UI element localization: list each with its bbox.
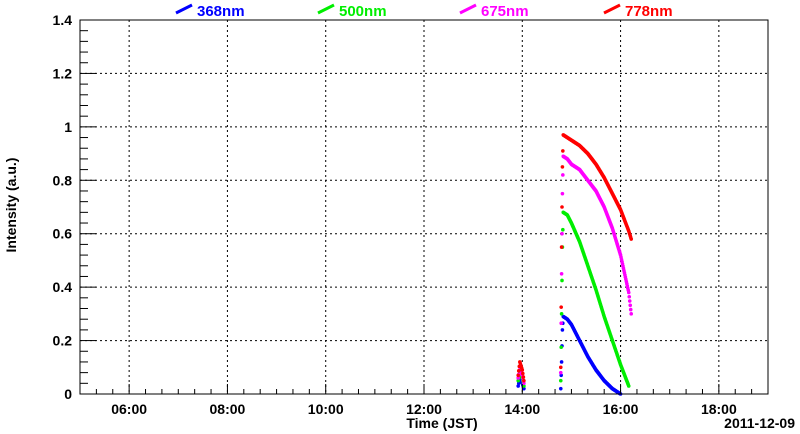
data-point (559, 271, 564, 276)
x-axis-title: Time (JST) (406, 415, 477, 431)
data-point (521, 371, 525, 376)
legend-label: 368nm (197, 3, 245, 20)
date-label: 2011-12-09 (724, 415, 795, 431)
x-tick-label: 12:00 (406, 401, 442, 417)
data-point (629, 237, 634, 241)
data-point (558, 378, 563, 383)
data-point (559, 373, 563, 378)
legend-swatch (317, 3, 335, 15)
data-point (561, 173, 565, 177)
data-point (560, 328, 565, 332)
legend: 368nm 500nm 675nm 778nm (175, 3, 673, 20)
legend-label: 500nm (339, 3, 387, 20)
y-tick-label: 0.4 (53, 279, 73, 295)
data-point (628, 303, 633, 308)
grid (80, 19, 768, 394)
data-point (561, 149, 565, 153)
data-point (516, 376, 520, 380)
data-point (626, 384, 631, 388)
legend-swatch (459, 3, 477, 15)
x-tick-label: 16:00 (603, 401, 639, 417)
data-point (560, 191, 565, 196)
x-tick-label: 08:00 (210, 401, 246, 417)
data-point (629, 312, 634, 316)
data-point (522, 386, 526, 391)
data-point (627, 294, 632, 299)
legend-swatch (175, 3, 193, 15)
data-point (560, 231, 564, 236)
series-778nm (516, 133, 634, 383)
data-point (516, 369, 521, 373)
data-point (559, 245, 564, 249)
data-point (560, 165, 565, 169)
y-tick-label: 0.8 (53, 172, 73, 188)
legend-swatch (603, 3, 621, 15)
y-tick-label: 0.2 (53, 333, 73, 349)
data-point (516, 373, 520, 378)
x-tick-label: 14:00 (504, 401, 540, 417)
data-point (628, 307, 633, 312)
data-point (559, 321, 563, 326)
data-point (521, 375, 526, 379)
y-tick-label: 1.4 (53, 12, 73, 28)
data-point (516, 378, 520, 383)
data-points (516, 133, 634, 396)
data-point (560, 205, 564, 209)
data-point (626, 290, 631, 295)
series-675nm (516, 154, 634, 386)
y-axis-title: Intensity (a.u.) (3, 158, 19, 253)
y-tick-label: 0.6 (53, 226, 73, 242)
y-tick-label: 0 (64, 386, 72, 402)
y-tick-label: 1 (64, 119, 72, 135)
x-tick-label: 06:00 (111, 401, 147, 417)
y-tick-label: 1.2 (53, 65, 73, 81)
data-point (522, 378, 526, 383)
data-point (516, 384, 520, 388)
data-point (522, 381, 526, 386)
legend-label: 778nm (625, 3, 673, 20)
data-point (559, 345, 563, 350)
data-point (559, 305, 563, 309)
data-point (522, 384, 526, 388)
data-point (520, 368, 525, 372)
data-point (558, 365, 563, 370)
data-point (558, 386, 563, 391)
data-point (561, 227, 565, 232)
legend-label: 675nm (481, 3, 529, 20)
data-point (516, 381, 521, 386)
data-point (559, 312, 564, 316)
data-point (627, 299, 632, 303)
x-tick-label: 18:00 (701, 401, 737, 417)
data-point (558, 370, 563, 375)
data-point (559, 360, 564, 364)
axis-ticks: 06:00 08:00 10:00 12:00 14:00 16:00 18:00 0 0.2 0… (53, 12, 769, 417)
x-tick-label: 10:00 (308, 401, 344, 417)
data-point (560, 278, 564, 283)
